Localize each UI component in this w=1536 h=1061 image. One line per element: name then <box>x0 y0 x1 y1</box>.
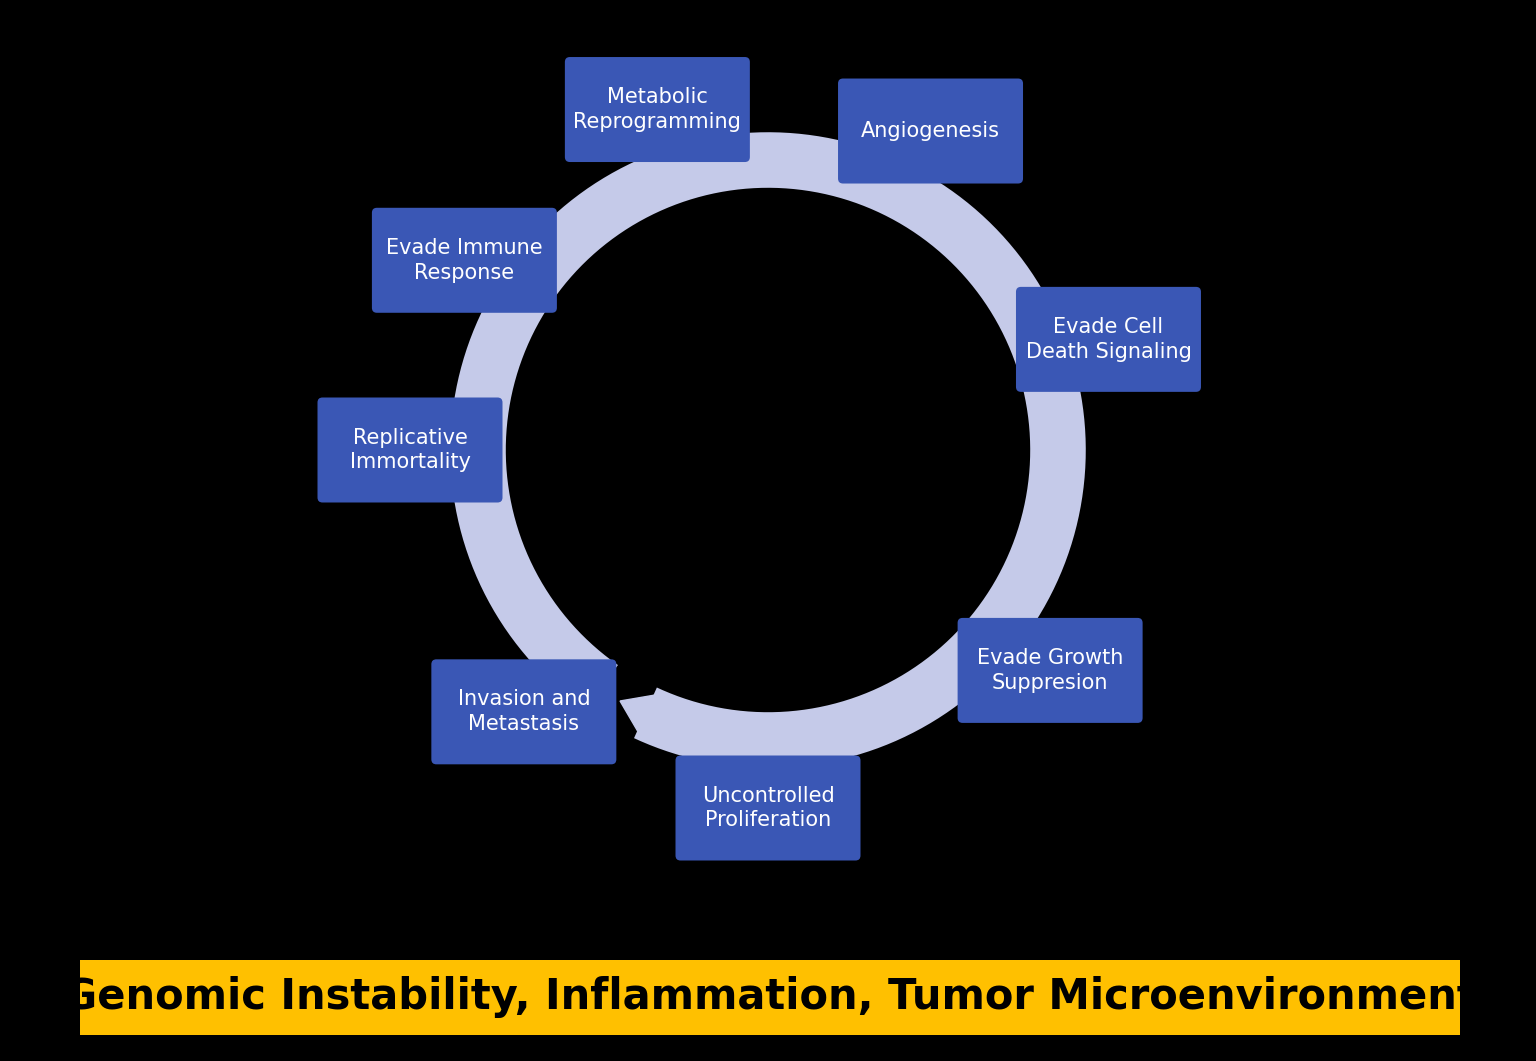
Text: Metabolic
Reprogramming: Metabolic Reprogramming <box>573 87 742 132</box>
FancyBboxPatch shape <box>839 79 1023 184</box>
Text: Genomic Instability, Inflammation, Tumor Microenvironment: Genomic Instability, Inflammation, Tumor… <box>63 976 1478 1019</box>
FancyBboxPatch shape <box>565 57 750 162</box>
Text: Replicative
Immortality: Replicative Immortality <box>350 428 470 472</box>
Polygon shape <box>621 694 664 740</box>
FancyBboxPatch shape <box>957 618 1143 723</box>
FancyBboxPatch shape <box>318 398 502 503</box>
Text: Uncontrolled
Proliferation: Uncontrolled Proliferation <box>702 785 834 831</box>
FancyBboxPatch shape <box>676 755 860 860</box>
FancyBboxPatch shape <box>80 960 1461 1034</box>
Text: Evade Cell
Death Signaling: Evade Cell Death Signaling <box>1026 317 1192 362</box>
FancyBboxPatch shape <box>1015 286 1201 392</box>
Text: Invasion and
Metastasis: Invasion and Metastasis <box>458 690 590 734</box>
Text: Evade Growth
Suppresion: Evade Growth Suppresion <box>977 648 1123 693</box>
Text: Evade Immune
Response: Evade Immune Response <box>386 238 542 282</box>
FancyBboxPatch shape <box>372 208 558 313</box>
FancyBboxPatch shape <box>432 659 616 764</box>
Text: Angiogenesis: Angiogenesis <box>862 121 1000 141</box>
